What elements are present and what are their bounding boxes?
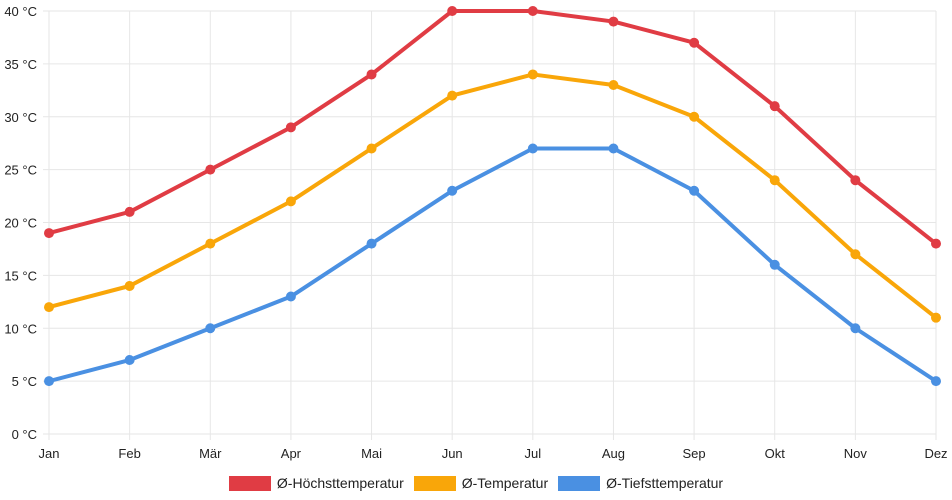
data-point[interactable] <box>931 312 941 323</box>
data-point[interactable] <box>931 376 941 387</box>
data-point[interactable] <box>527 143 538 154</box>
x-tick-label: Apr <box>281 446 302 461</box>
legend: Ø-Höchsttemperatur Ø-Temperatur Ø-Tiefstte… <box>0 472 952 494</box>
data-point[interactable] <box>124 280 135 291</box>
y-tick-label: 40 °C <box>4 4 37 19</box>
y-tick-label: 30 °C <box>4 110 37 125</box>
legend-item-2[interactable]: Ø-Tiefsttemperatur <box>558 475 723 491</box>
data-point[interactable] <box>769 259 780 270</box>
data-point[interactable] <box>608 16 619 27</box>
data-point[interactable] <box>850 323 861 334</box>
legend-label: Ø-Höchsttemperatur <box>276 475 404 491</box>
data-point[interactable] <box>527 69 538 80</box>
series-line <box>47 72 938 320</box>
data-point[interactable] <box>447 6 458 16</box>
data-point[interactable] <box>205 323 216 334</box>
data-point[interactable] <box>205 164 216 175</box>
legend-label: Ø-Tiefsttemperatur <box>606 475 724 491</box>
data-point[interactable] <box>447 90 458 101</box>
data-point[interactable] <box>850 249 861 260</box>
series-line <box>47 146 938 384</box>
x-tick-label: Okt <box>765 446 786 461</box>
x-axis-ticks: Jan Feb Mär Apr Mai Jun Jul Aug Sep Okt Nov Dez <box>39 446 948 461</box>
legend-item-1[interactable]: Ø-Temperatur <box>413 475 549 491</box>
data-point[interactable] <box>366 69 377 80</box>
y-tick-label: 25 °C <box>4 163 37 178</box>
x-tick-label: Aug <box>602 446 625 461</box>
data-point[interactable] <box>689 185 700 196</box>
data-point[interactable] <box>285 291 296 302</box>
x-tick-label: Jan <box>39 446 60 461</box>
series-lines <box>44 6 941 387</box>
data-point[interactable] <box>44 302 54 313</box>
data-point[interactable] <box>850 175 861 186</box>
series-0 <box>44 6 941 249</box>
y-tick-label: 20 °C <box>4 216 37 231</box>
x-tick-label: Feb <box>118 446 140 461</box>
data-point[interactable] <box>285 196 296 207</box>
x-tick-label: Sep <box>683 446 706 461</box>
y-axis-ticks: 0 °C 5 °C 10 °C 15 °C 20 °C 25 °C 30 °C 35 °C 40… <box>4 4 37 442</box>
data-point[interactable] <box>527 6 538 16</box>
data-point[interactable] <box>689 111 700 122</box>
legend-swatch <box>228 475 271 491</box>
x-tick-label: Jun <box>442 446 463 461</box>
legend-swatch <box>558 475 601 491</box>
series-2 <box>44 143 941 387</box>
x-tick-label: Nov <box>844 446 868 461</box>
data-point[interactable] <box>608 80 619 91</box>
y-tick-label: 0 °C <box>12 427 37 442</box>
x-tick-label: Jul <box>525 446 542 461</box>
x-tick-label: Mär <box>199 446 222 461</box>
data-point[interactable] <box>124 206 135 217</box>
y-tick-label: 15 °C <box>4 268 37 283</box>
y-tick-label: 35 °C <box>4 57 37 72</box>
legend-swatch <box>413 475 456 491</box>
data-point[interactable] <box>205 238 216 249</box>
data-point[interactable] <box>285 122 296 133</box>
series-line <box>47 9 938 246</box>
data-point[interactable] <box>366 143 377 154</box>
data-point[interactable] <box>124 354 135 365</box>
x-tick-label: Dez <box>924 446 947 461</box>
legend-label: Ø-Temperatur <box>461 475 549 491</box>
data-point[interactable] <box>931 238 941 249</box>
y-tick-label: 5 °C <box>12 374 37 389</box>
data-point[interactable] <box>366 238 377 249</box>
data-point[interactable] <box>608 143 619 154</box>
x-tick-label: Mai <box>361 446 382 461</box>
data-point[interactable] <box>689 37 700 48</box>
series-1 <box>44 69 941 323</box>
data-point[interactable] <box>769 101 780 112</box>
grid <box>43 10 937 440</box>
data-point[interactable] <box>447 185 458 196</box>
data-point[interactable] <box>44 376 54 387</box>
temperature-line-chart: 0 °C 5 °C 10 °C 15 °C 20 °C 25 °C 30 °C 35 °C 40… <box>4 4 948 461</box>
legend-item-0[interactable]: Ø-Höchsttemperatur <box>228 475 404 491</box>
data-point[interactable] <box>769 175 780 186</box>
data-point[interactable] <box>44 228 54 239</box>
y-tick-label: 10 °C <box>4 321 37 336</box>
